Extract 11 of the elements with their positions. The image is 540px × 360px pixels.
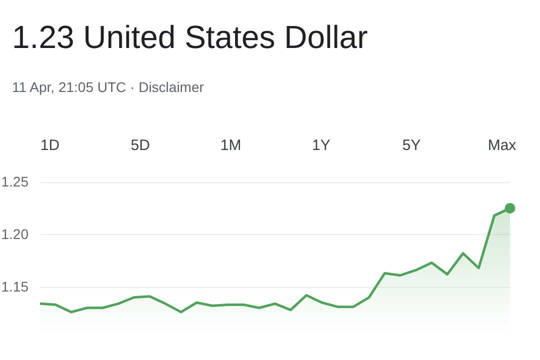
text: 1M: [220, 137, 242, 154]
text: 1Y: [312, 137, 330, 154]
text: 5Y: [402, 137, 421, 154]
y-tick-label: 1.20: [1, 226, 29, 242]
y-tick-label: 1.25: [1, 174, 29, 190]
chart-subtitle: 11 Apr, 21:05 UTC · Disclaimer: [12, 79, 204, 95]
text: Max: [488, 137, 517, 154]
chart-title: 1.23 United States Dollar: [12, 19, 368, 55]
y-tick-label: 1.15: [1, 278, 29, 294]
text: 1D: [40, 137, 60, 154]
text: 5D: [130, 137, 150, 154]
